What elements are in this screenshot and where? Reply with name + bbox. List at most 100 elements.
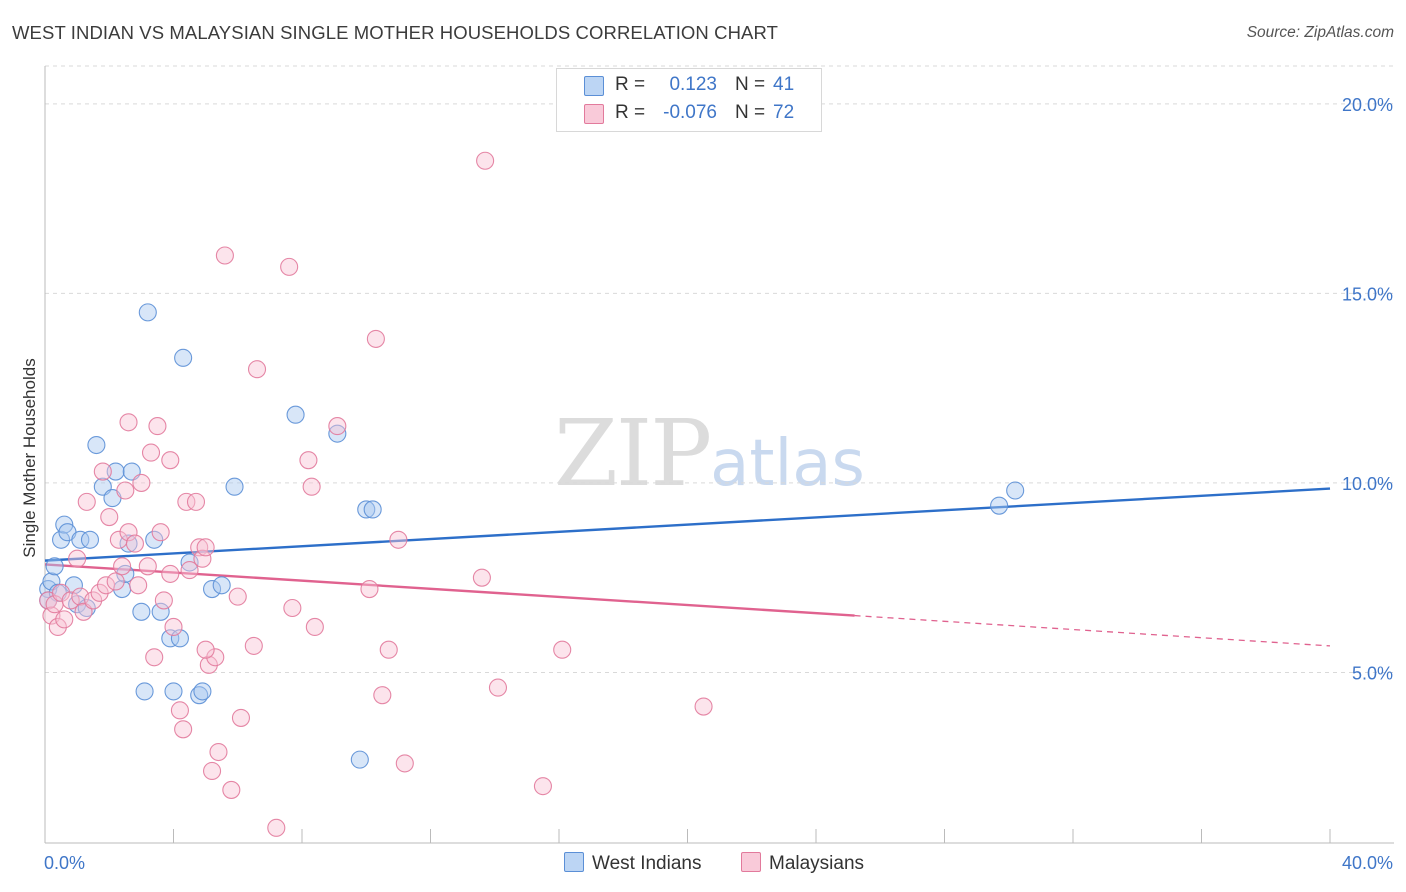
point-malaysian xyxy=(553,640,572,659)
bottom-legend-label: Malaysians xyxy=(769,853,865,874)
point-malaysian xyxy=(119,523,138,542)
trend-line-malaysians xyxy=(44,563,855,617)
legend-n-value: 41 xyxy=(773,74,795,95)
point-malaysian xyxy=(196,640,215,659)
point-malaysian xyxy=(196,538,215,557)
point-west-indian xyxy=(328,424,347,443)
point-malaysian xyxy=(129,576,148,595)
point-malaysian xyxy=(96,576,116,595)
point-west-indian xyxy=(203,580,222,599)
point-malaysian xyxy=(328,417,347,436)
point-malaysian xyxy=(206,648,225,667)
legend-n-label: N = xyxy=(735,102,766,123)
point-malaysian xyxy=(190,538,209,557)
point-malaysian xyxy=(305,617,324,637)
point-malaysian xyxy=(366,329,385,348)
point-west-indian xyxy=(87,435,106,455)
bottom-legend-malaysians: Malaysians xyxy=(741,852,864,875)
point-malaysian xyxy=(379,640,398,659)
point-west-indian xyxy=(357,500,376,519)
watermark-atlas: atlas xyxy=(710,427,865,501)
point-malaysian xyxy=(186,492,206,511)
point-malaysian xyxy=(161,451,180,470)
point-malaysian xyxy=(100,507,119,527)
point-west-indian xyxy=(145,530,164,549)
point-malaysian xyxy=(533,777,552,796)
point-west-indian xyxy=(71,530,90,549)
point-west-indian xyxy=(170,629,189,648)
y-axis-label: Single Mother Households xyxy=(20,358,39,557)
point-malaysian xyxy=(302,477,321,496)
point-malaysian xyxy=(280,257,299,276)
point-malaysian xyxy=(228,587,247,606)
trend-lines xyxy=(44,487,1331,647)
point-west-indian xyxy=(990,496,1009,515)
tick-labels: 5.0% 10.0% 15.0% 20.0% 0.0% 40.0% xyxy=(44,95,1393,873)
source-label: Source: ZipAtlas.com xyxy=(1246,24,1394,41)
point-malaysian xyxy=(113,557,132,576)
point-west-indian xyxy=(138,303,157,322)
point-west-indian xyxy=(161,629,180,648)
point-malaysian xyxy=(132,473,151,492)
point-malaysian xyxy=(203,761,222,781)
y-tick-label: 20.0% xyxy=(1342,95,1393,115)
point-malaysian xyxy=(161,564,180,583)
point-malaysian xyxy=(119,413,138,432)
legend-r-value: 0.123 xyxy=(669,74,717,95)
point-west-indian xyxy=(286,405,305,424)
point-malaysian xyxy=(267,818,286,837)
point-malaysian xyxy=(148,417,167,436)
point-malaysian xyxy=(360,580,379,599)
point-malaysian xyxy=(283,598,302,618)
x-tick-label: 0.0% xyxy=(44,853,85,873)
bottom-legend-label: West Indians xyxy=(592,853,702,874)
point-malaysian xyxy=(389,530,408,549)
point-malaysian xyxy=(231,708,251,727)
legend-r-label: R = xyxy=(615,74,646,95)
point-malaysian xyxy=(209,742,228,762)
point-malaysian xyxy=(164,617,183,637)
point-malaysian xyxy=(93,462,112,481)
point-west-indian xyxy=(45,557,64,576)
point-malaysian xyxy=(373,686,392,705)
legend-swatch-west-indians xyxy=(584,76,604,96)
point-malaysian xyxy=(61,591,80,610)
y-tick-label: 10.0% xyxy=(1342,474,1393,494)
data-points xyxy=(39,151,1025,837)
point-malaysian xyxy=(247,360,267,379)
y-tick-label: 15.0% xyxy=(1342,284,1393,304)
bottom-legend-west-indians: West Indians xyxy=(564,852,701,875)
point-malaysian xyxy=(151,523,170,542)
point-malaysian xyxy=(395,754,414,773)
point-malaysian xyxy=(215,246,234,265)
point-malaysian xyxy=(52,583,71,602)
legend-r-label: R = xyxy=(615,102,646,123)
point-malaysian xyxy=(694,697,713,716)
point-malaysian xyxy=(106,572,125,591)
point-west-indian xyxy=(174,348,193,367)
trend-line-west-indians xyxy=(44,487,1331,562)
point-malaysian xyxy=(222,780,241,799)
legend-row-west-indians: R = 0.123 N = 41 xyxy=(557,72,821,100)
point-malaysian xyxy=(125,534,144,553)
legend-n-value: 72 xyxy=(773,102,795,123)
stats-legend: R = 0.123 N = 41 R = -0.076 N = 72 xyxy=(556,68,822,132)
point-malaysian xyxy=(77,492,96,511)
y-tick-label: 5.0% xyxy=(1352,663,1393,683)
point-malaysian xyxy=(84,591,103,610)
point-west-indian xyxy=(363,500,382,519)
point-west-indian xyxy=(1006,481,1025,500)
point-malaysian xyxy=(299,451,318,470)
point-malaysian xyxy=(48,617,67,637)
series-west-indians xyxy=(39,303,1025,769)
point-malaysian xyxy=(145,648,164,667)
series-malaysians xyxy=(39,151,713,837)
legend-r-value: -0.076 xyxy=(663,102,717,123)
legend-swatch-malaysians xyxy=(584,104,604,124)
point-malaysian xyxy=(488,678,508,697)
point-west-indian xyxy=(193,682,212,701)
point-malaysian xyxy=(472,568,491,587)
watermark: ZIPatlas xyxy=(554,400,865,507)
point-malaysian xyxy=(244,636,263,655)
